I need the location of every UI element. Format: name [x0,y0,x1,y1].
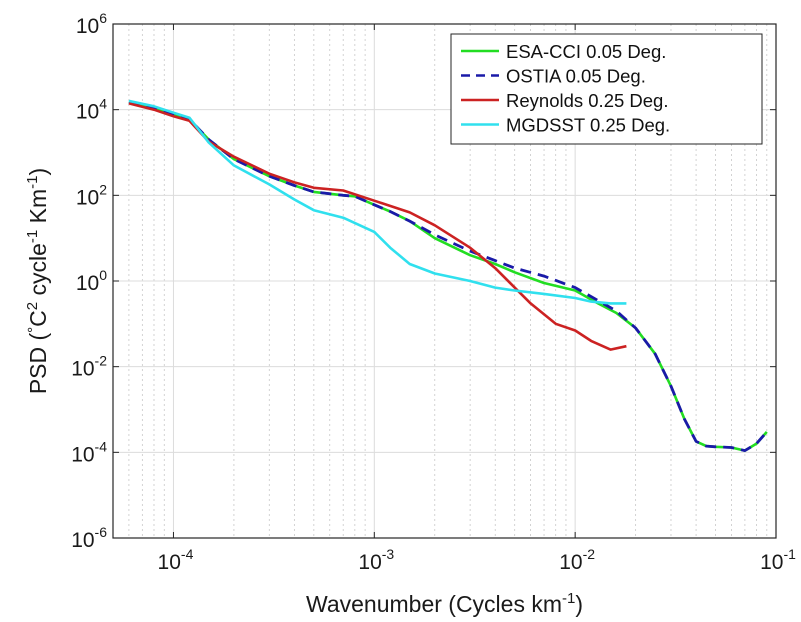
series-line-4 [128,99,627,305]
y-tick-label: 104 [76,96,107,124]
x-tick-label: 10-1 [760,546,796,574]
y-tick-label: 10-6 [71,524,107,552]
series-line-2 [128,100,768,452]
y-axis-title: PSD (°C2 cycle-1 Km-1) [24,168,51,394]
legend-box [450,33,763,145]
legend-label: OSTIA 0.05 Deg. [506,66,646,87]
y-tick-label: 102 [76,181,107,209]
y-tick-label: 106 [76,10,107,38]
legend-label: ESA-CCI 0.05 Deg. [506,41,666,62]
y-tick-label: 10-4 [71,438,107,466]
tick-labels: 10-4 10-3 10-2 10-1 10-6 10-4 10-2 100 102 104 106 [71,10,796,574]
plot-lines [128,99,768,452]
x-axis-title: Wavenumber (Cycles km-1) [306,590,583,617]
x-tick-label: 10-4 [158,546,194,574]
legend-label: MGDSST 0.25 Deg. [506,115,670,136]
legend-label: Reynolds 0.25 Deg. [506,90,669,111]
x-tick-label: 10-3 [358,546,394,574]
y-tick-label: 10-2 [71,353,107,381]
x-tick-label: 10-2 [559,546,595,574]
y-tick-label: 100 [76,267,107,295]
legend: ESA-CCI 0.05 Deg. OSTIA 0.05 Deg. Reynolds… [450,33,763,145]
